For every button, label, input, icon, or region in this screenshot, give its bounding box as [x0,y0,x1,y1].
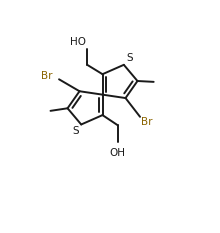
Text: Br: Br [41,71,52,81]
Text: S: S [126,53,133,63]
Text: S: S [72,126,79,136]
Text: OH: OH [110,148,126,158]
Text: Br: Br [141,117,153,127]
Text: HO: HO [70,37,86,47]
